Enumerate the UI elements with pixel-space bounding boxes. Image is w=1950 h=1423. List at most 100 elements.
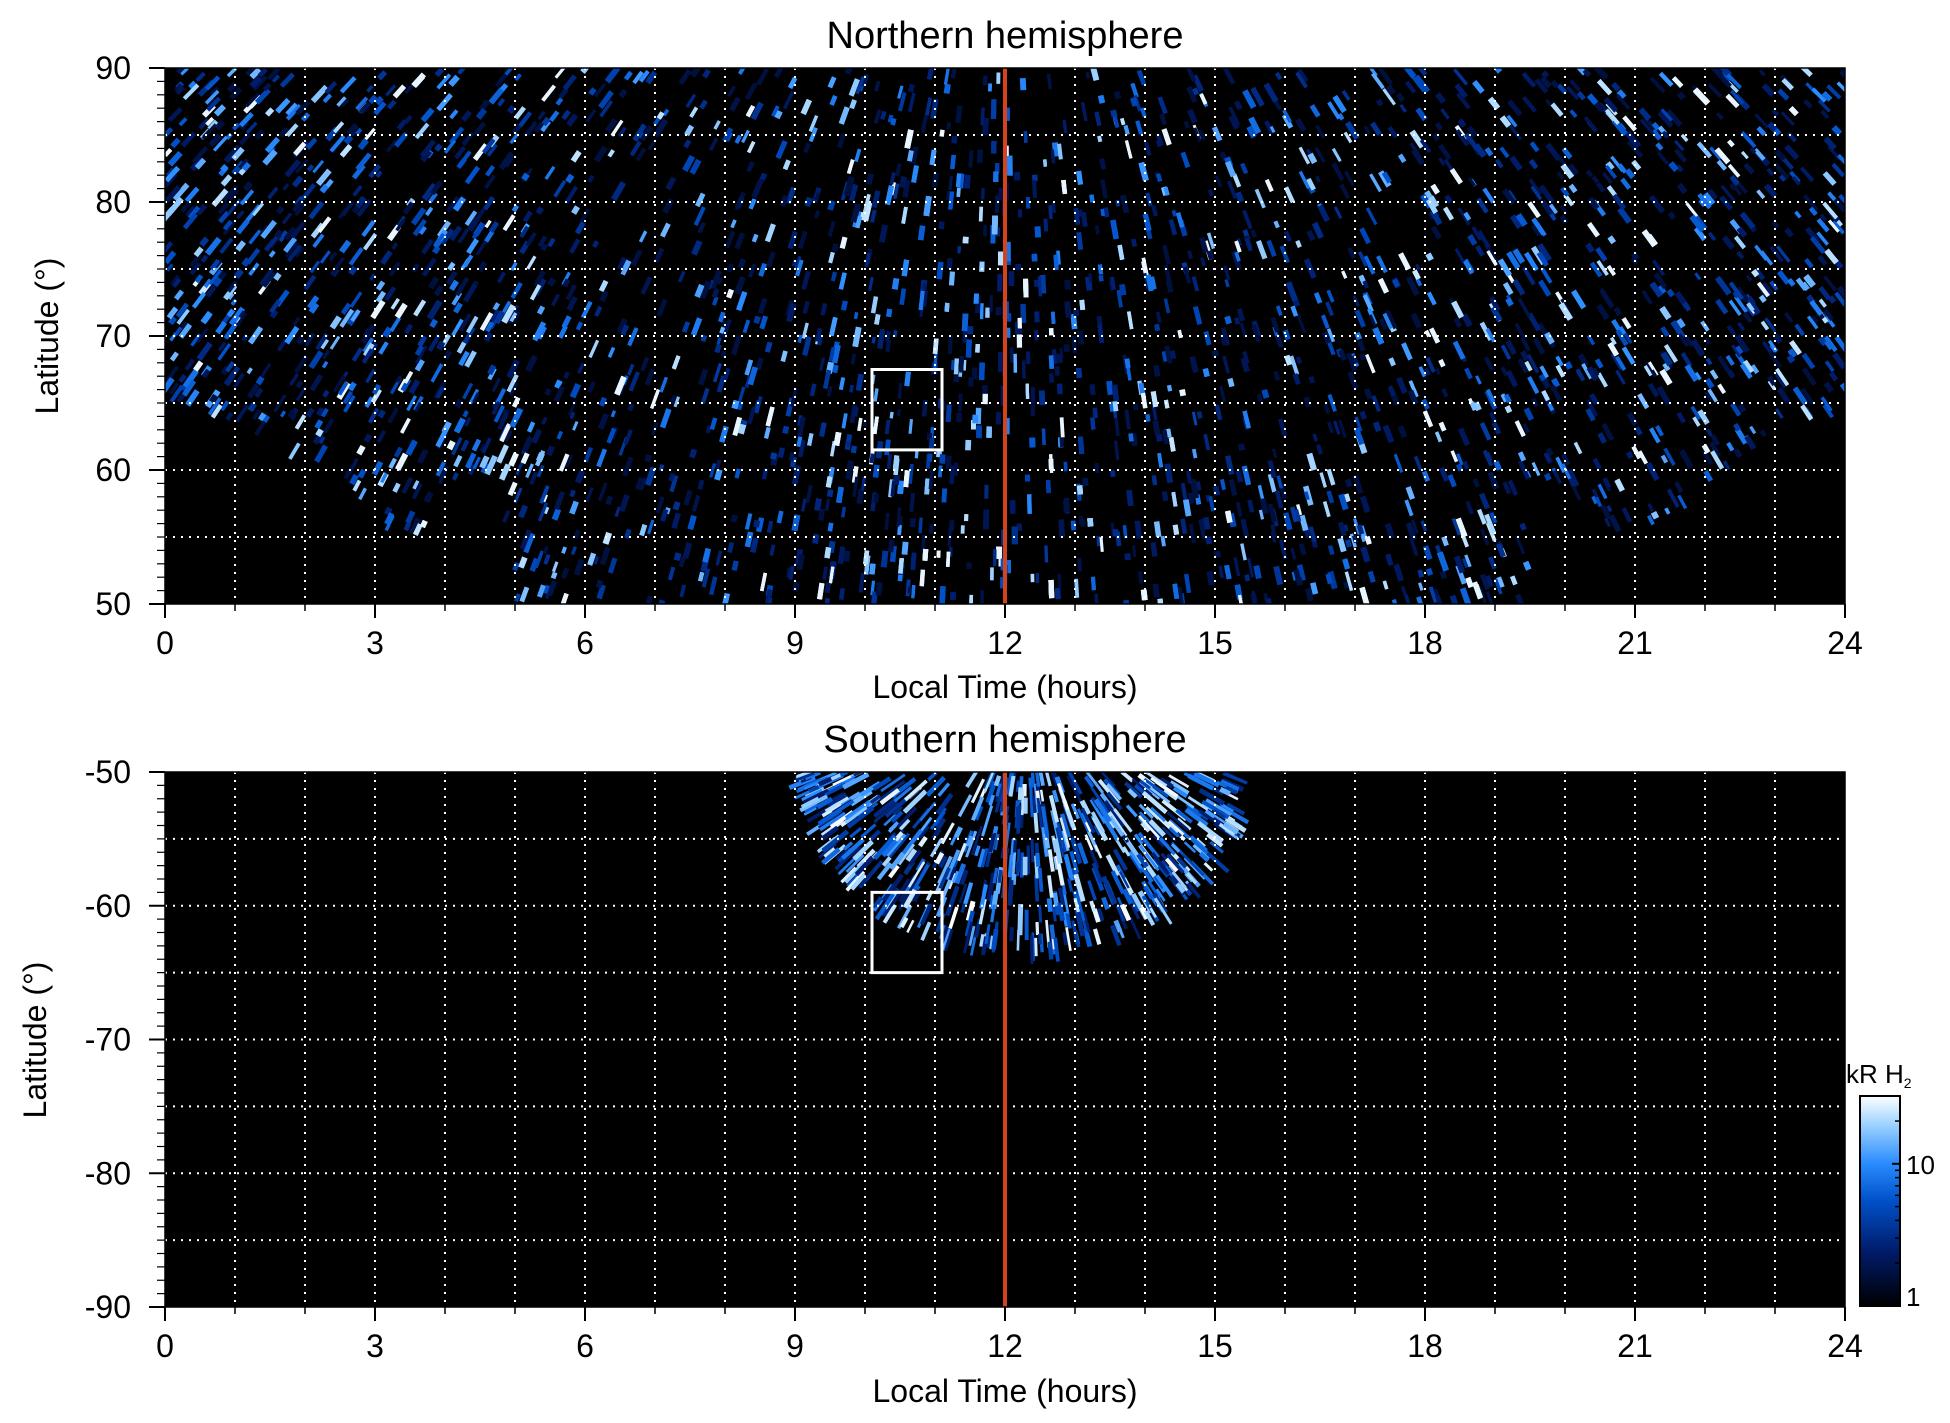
emission-pixel [1832, 220, 1845, 235]
emission-pixel [1006, 559, 1012, 574]
emission-pixel [207, 119, 219, 131]
emission-pixel [1236, 237, 1243, 247]
emission-pixel [1241, 465, 1252, 486]
emission-pixel [314, 444, 328, 463]
emission-pixel [1792, 386, 1808, 406]
emission-pixel [587, 174, 595, 184]
emission-pixel [841, 413, 848, 429]
emission-pixel [862, 193, 871, 214]
emission-pixel [734, 468, 741, 479]
emission-pixel [836, 133, 847, 149]
emission-pixel [1050, 149, 1056, 164]
emission-pixel [759, 315, 769, 330]
emission-pixel [1388, 357, 1396, 367]
emission-pixel [1663, 343, 1679, 363]
emission-pixel [1385, 84, 1396, 96]
emission-pixel [1224, 278, 1230, 288]
emission-pixel [1009, 500, 1016, 514]
emission-pixel [1320, 314, 1330, 329]
emission-pixel [591, 240, 600, 249]
emission-pixel [1013, 353, 1018, 373]
emission-pixel [1707, 188, 1718, 200]
emission-pixel [1750, 364, 1760, 375]
emission-pixel [1617, 207, 1632, 224]
emission-pixel [1425, 567, 1434, 576]
emission-pixel [1730, 402, 1742, 417]
emission-pixel [449, 225, 463, 242]
emission-pixel [479, 312, 494, 332]
emission-pixel [1020, 303, 1027, 323]
emission-pixel [1430, 225, 1442, 240]
emission-pixel [497, 97, 506, 107]
emission-pixel [1381, 171, 1392, 184]
emission-pixel [926, 68, 935, 81]
emission-pixel [453, 302, 463, 314]
emission-pixel [1507, 189, 1517, 202]
emission-pixel [990, 99, 997, 119]
emission-pixel [580, 300, 593, 319]
emission-pixel [1161, 491, 1169, 502]
emission-pixel [1780, 111, 1795, 127]
emission-pixel [1736, 250, 1745, 260]
emission-pixel [1655, 425, 1665, 437]
emission-pixel [996, 72, 1001, 84]
emission-pixel [1710, 450, 1725, 470]
emission-pixel [1725, 93, 1740, 109]
emission-pixel [763, 589, 773, 604]
emission-pixel [478, 99, 491, 112]
emission-pixel [1532, 337, 1546, 355]
emission-pixel [228, 306, 246, 327]
emission-pixel [629, 140, 642, 157]
emission-pixel [1666, 288, 1675, 298]
emission-pixel [1441, 387, 1449, 398]
emission-pixel [976, 149, 984, 163]
emission-pixel [850, 353, 857, 365]
emission-pixel [1247, 557, 1255, 578]
emission-pixel [1151, 404, 1158, 421]
emission-pixel [1454, 248, 1466, 264]
emission-pixel [1030, 386, 1036, 405]
emission-pixel [1832, 352, 1845, 370]
emission-pixel [1110, 470, 1116, 477]
emission-pixel [386, 99, 397, 110]
emission-pixel [435, 461, 446, 477]
emission-pixel [1674, 139, 1685, 152]
emission-pixel [640, 276, 653, 295]
emission-pixel [1544, 98, 1552, 106]
emission-pixel [1165, 279, 1174, 293]
emission-pixel [1163, 186, 1170, 196]
emission-pixel [254, 387, 264, 398]
emission-pixel [434, 68, 445, 77]
emission-pixel [1836, 153, 1845, 167]
emission-pixel [1771, 220, 1780, 229]
emission-pixel [214, 119, 226, 131]
emission-pixel [889, 411, 894, 419]
emission-pixel [1076, 231, 1084, 251]
emission-pixel [1079, 299, 1086, 311]
emission-pixel [1559, 204, 1568, 215]
emission-pixel [618, 88, 628, 99]
emission-pixel [1163, 298, 1171, 314]
emission-pixel [1356, 524, 1365, 537]
emission-pixel [1023, 278, 1029, 298]
emission-pixel [1271, 448, 1278, 459]
emission-pixel [1758, 294, 1767, 303]
emission-pixel [1717, 383, 1727, 395]
emission-pixel [223, 144, 242, 164]
emission-pixel [927, 453, 933, 462]
emission-pixel [376, 429, 387, 444]
emission-pixel [1734, 334, 1750, 354]
emission-pixel [1008, 271, 1015, 286]
emission-pixel [1839, 69, 1845, 78]
emission-pixel [1183, 573, 1192, 594]
emission-pixel [1124, 553, 1131, 561]
emission-pixel [957, 246, 961, 254]
emission-pixel [362, 337, 375, 353]
emission-pixel [1051, 202, 1056, 214]
emission-pixel [1248, 116, 1262, 135]
emission-pixel [276, 338, 288, 352]
emission-pixel [1509, 214, 1523, 229]
emission-pixel [1017, 209, 1022, 218]
emission-pixel [644, 454, 653, 463]
emission-pixel [385, 84, 397, 97]
